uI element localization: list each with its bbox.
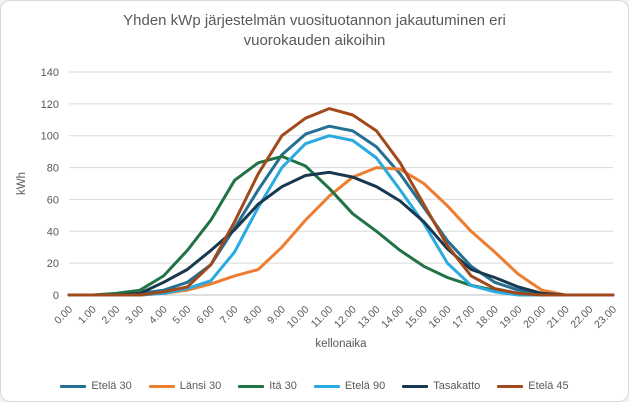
y-tick-label: 80: [47, 163, 59, 175]
legend-item-itä-30[interactable]: Itä 30: [238, 380, 297, 392]
series-line-itä-30: [67, 154, 615, 297]
x-tick-label: 10.00: [285, 304, 312, 331]
x-tick-label: 0.00: [52, 304, 75, 327]
legend-label: Länsi 30: [179, 380, 222, 392]
x-tick-label: 5.00: [170, 304, 193, 327]
x-tick-label: 3.00: [123, 304, 146, 327]
series-line-etelä-90: [67, 134, 615, 297]
x-tick-label: 2.00: [99, 304, 122, 327]
x-tick-label: 7.00: [218, 304, 241, 327]
series-line-etelä-45: [67, 107, 615, 297]
x-tick-label: 4.00: [147, 304, 170, 327]
legend-item-tasakatto[interactable]: Tasakatto: [402, 380, 480, 392]
x-tick-label: 16.00: [426, 304, 453, 331]
y-tick-label: 100: [41, 131, 59, 143]
y-tick-label: 40: [47, 226, 59, 238]
legend-item-etelä-90[interactable]: Etelä 90: [313, 380, 386, 392]
x-tick-label: 12.00: [332, 304, 359, 331]
legend-swatch: [313, 384, 340, 388]
legend-label: Etelä 45: [528, 380, 569, 392]
x-tick-label: 8.00: [241, 304, 264, 327]
x-axis-title: kellonaika: [315, 338, 367, 350]
y-tick-label: 60: [47, 194, 59, 206]
x-tick-label: 1.00: [76, 304, 99, 327]
legend-item-länsi-30[interactable]: Länsi 30: [148, 380, 222, 392]
legend-item-etelä-45[interactable]: Etelä 45: [497, 380, 569, 392]
x-tick-label: 22.00: [568, 304, 595, 331]
x-tick-label: 18.00: [474, 304, 501, 331]
x-tick-label: 19.00: [497, 304, 524, 331]
y-tick-label: 120: [41, 99, 59, 111]
x-tick-label: 20.00: [521, 304, 548, 331]
legend-label: Itä 30: [269, 380, 297, 392]
chart-title: Yhden kWp järjestelmän vuosituotannon ja…: [123, 12, 506, 50]
legend-label: Etelä 90: [344, 380, 386, 392]
series-line-tasakatto: [67, 170, 615, 297]
y-axis-title: kWh: [16, 172, 28, 195]
x-tick-label: 6.00: [194, 304, 217, 327]
y-tick-label: 0: [53, 290, 59, 302]
y-tick-label: 20: [47, 258, 59, 270]
x-tick-label: 13.00: [356, 304, 383, 331]
x-tick-label: 23.00: [592, 304, 619, 331]
y-tick-label: 140: [41, 67, 59, 79]
x-tick-label: 14.00: [379, 304, 406, 331]
legend-swatch: [497, 384, 524, 388]
x-tick-label: 21.00: [545, 304, 572, 331]
legend-label: Tasakatto: [433, 380, 481, 392]
legend-swatch: [148, 384, 175, 388]
legend-item-etelä-30[interactable]: Etelä 30: [60, 380, 132, 392]
series-line-etelä-30: [67, 124, 615, 297]
legend-swatch: [60, 384, 87, 388]
legend-swatch: [238, 384, 265, 388]
legend: Etelä 30 Länsi 30 Itä 30 Etelä 90 Tasakatto E…: [1, 380, 628, 392]
x-tick-label: 11.00: [309, 304, 336, 331]
legend-swatch: [402, 384, 429, 388]
legend-label: Etelä 30: [91, 380, 132, 392]
x-tick-label: 15.00: [403, 304, 430, 331]
x-tick-label: 17.00: [450, 304, 477, 331]
